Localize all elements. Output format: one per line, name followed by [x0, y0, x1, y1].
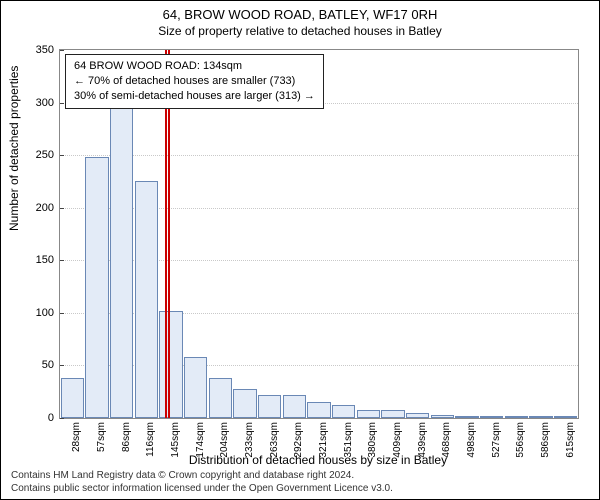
histogram-bar: [455, 416, 478, 418]
histogram-bar: [381, 410, 404, 418]
histogram-bar: [258, 395, 281, 418]
histogram-bar: [233, 389, 256, 418]
x-tick-label: 116sqm: [145, 422, 156, 457]
histogram-bar: [307, 402, 330, 418]
histogram-bar: [480, 416, 503, 418]
y-axis-label: Number of detached properties: [7, 66, 21, 231]
histogram-bar: [209, 378, 232, 418]
x-tick-label: 28sqm: [71, 422, 82, 452]
y-tick-label: 300: [36, 97, 60, 109]
annotation-line-3: 30% of semi-detached houses are larger (…: [74, 89, 315, 104]
y-tick-label: 350: [36, 44, 60, 56]
y-tick-label: 150: [36, 254, 60, 266]
footer-line-1: Contains HM Land Registry data © Crown c…: [11, 469, 393, 482]
x-axis-label: Distribution of detached houses by size …: [19, 453, 600, 467]
gridline: [60, 155, 578, 156]
chart-title: 64, BROW WOOD ROAD, BATLEY, WF17 0RH: [1, 7, 599, 22]
y-tick-label: 100: [36, 307, 60, 319]
histogram-bar: [406, 413, 429, 418]
x-tick-label: 57sqm: [96, 422, 107, 452]
histogram-bar: [159, 311, 182, 418]
histogram-bar: [431, 415, 454, 418]
x-tick-label: 86sqm: [121, 422, 132, 452]
histogram-bar: [554, 416, 577, 418]
chart-subtitle: Size of property relative to detached ho…: [1, 24, 599, 38]
chart-container: 64, BROW WOOD ROAD, BATLEY, WF17 0RH Siz…: [0, 0, 600, 500]
y-tick-label: 0: [48, 412, 60, 424]
histogram-bar: [85, 157, 108, 418]
histogram-bar: [357, 410, 380, 418]
y-tick-label: 250: [36, 149, 60, 161]
footer-text: Contains HM Land Registry data © Crown c…: [11, 469, 393, 495]
y-tick-label: 200: [36, 202, 60, 214]
histogram-bar: [135, 181, 158, 418]
histogram-bar: [505, 416, 528, 418]
footer-line-2: Contains public sector information licen…: [11, 482, 393, 495]
annotation-box: 64 BROW WOOD ROAD: 134sqm ← 70% of detac…: [65, 54, 324, 109]
histogram-bar: [283, 395, 306, 418]
histogram-bar: [110, 97, 133, 418]
histogram-bar: [61, 378, 84, 418]
histogram-bar: [332, 405, 355, 418]
annotation-line-2: ← 70% of detached houses are smaller (73…: [74, 74, 315, 89]
histogram-bar: [184, 357, 207, 418]
histogram-bar: [529, 416, 552, 418]
annotation-line-1: 64 BROW WOOD ROAD: 134sqm: [74, 59, 315, 74]
y-tick-label: 50: [42, 359, 60, 371]
